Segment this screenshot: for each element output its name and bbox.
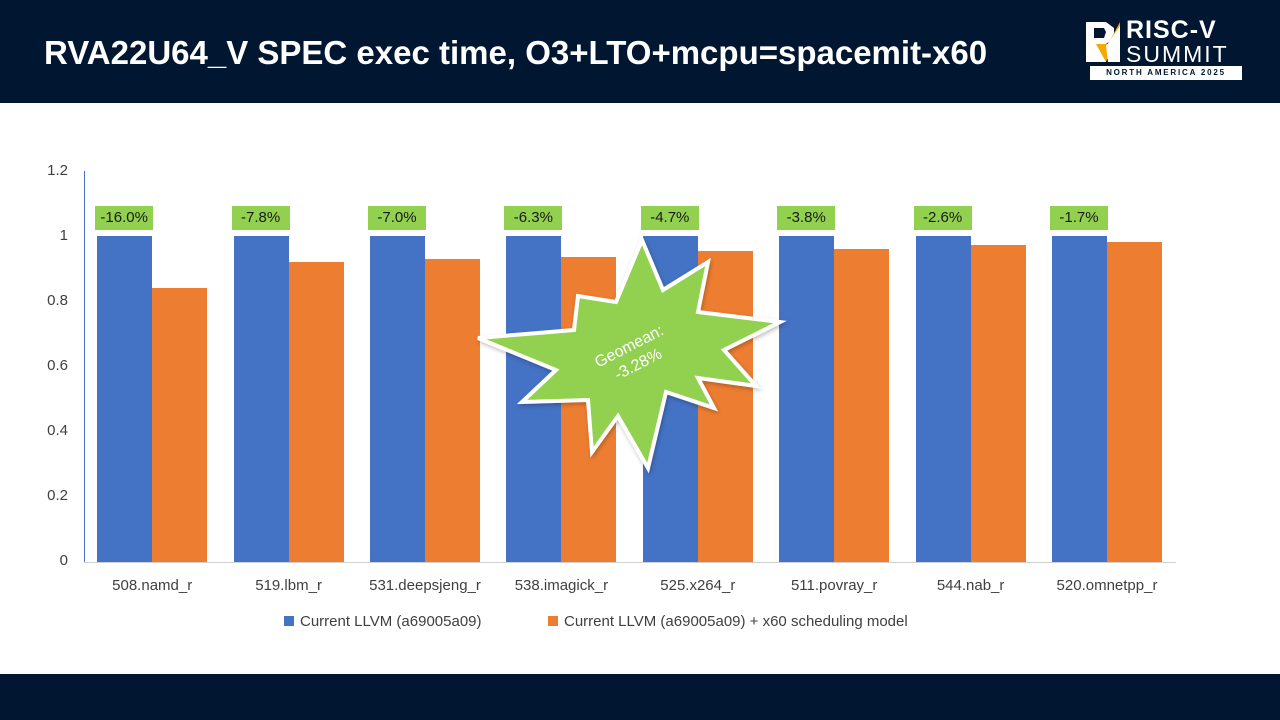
ytick-label: 0 xyxy=(59,552,68,569)
x-axis-category-label: 538.imagick_r xyxy=(514,577,609,594)
ytick-label: 0.2 xyxy=(47,487,68,504)
legend-label: Current LLVM (a69005a09) xyxy=(300,612,482,630)
x-axis-category-label: 511.povray_r xyxy=(790,577,878,594)
x-axis-category-label: 520.omnetpp_r xyxy=(1056,577,1158,594)
data-label-badge: -4.7% xyxy=(640,206,699,231)
bar-series2 xyxy=(288,261,344,562)
x-axis-category-label: 525.x264_r xyxy=(660,577,736,594)
legend-item-series2: Current LLVM (a69005a09) + x60 schedulin… xyxy=(548,610,908,632)
slide-header: RVA22U64_V SPEC exec time, O3+LTO+mcpu=s… xyxy=(0,0,1280,103)
bar-series1 xyxy=(1052,236,1107,562)
y-axis-line xyxy=(84,171,85,562)
bar-series1 xyxy=(233,236,289,562)
logo-text-summit: SUMMIT xyxy=(1126,41,1229,67)
ytick-label: 1 xyxy=(59,227,68,244)
bar-series2 xyxy=(834,248,890,562)
bar-series2 xyxy=(1107,241,1162,562)
data-label-badge: -6.3% xyxy=(504,206,563,231)
x-axis-line xyxy=(84,562,1176,563)
x-axis-category-label: 519.lbm_r xyxy=(255,577,322,594)
ytick-label: 0.8 xyxy=(47,292,68,309)
chart-legend: Current LLVM (a69005a09) Current LLVM (a… xyxy=(0,610,1280,632)
logo-text-riscv: RISC-V xyxy=(1126,16,1217,44)
legend-item-series1: Current LLVM (a69005a09) xyxy=(284,610,482,632)
bar-series1 xyxy=(370,236,425,562)
ytick-label: 0.4 xyxy=(47,422,68,439)
risc-v-summit-logo: RISC-V SUMMIT NORTH AMERICA 2025 xyxy=(1086,16,1246,82)
logo-band-text: NORTH AMERICA 2025 xyxy=(1090,66,1242,80)
x-axis-category-label: 531.deepsjeng_r xyxy=(369,577,481,594)
x-axis-category-label: 544.nab_r xyxy=(936,577,1005,594)
ytick-label: 1.2 xyxy=(47,162,68,179)
legend-swatch-orange-icon xyxy=(548,616,558,626)
data-label-badge: -1.7% xyxy=(1050,206,1108,231)
bar-series2 xyxy=(152,288,208,562)
ytick-label: 0.6 xyxy=(47,357,68,374)
data-label-badge: -2.6% xyxy=(913,206,972,231)
data-label-badge: -7.0% xyxy=(368,206,426,231)
bar-series1 xyxy=(97,236,153,562)
geomean-starburst-callout: Geomean: -3.28% xyxy=(477,234,787,474)
data-label-badge: -7.8% xyxy=(231,206,290,231)
risc-v-logo-icon xyxy=(1086,22,1120,62)
x-axis-category-label: 508.namd_r xyxy=(112,577,193,594)
legend-label: Current LLVM (a69005a09) + x60 schedulin… xyxy=(564,612,908,630)
legend-swatch-blue-icon xyxy=(284,616,294,626)
bar-series1 xyxy=(915,236,971,562)
bar-series1 xyxy=(779,236,835,562)
slide-title: RVA22U64_V SPEC exec time, O3+LTO+mcpu=s… xyxy=(44,34,988,71)
bar-series2 xyxy=(970,244,1026,562)
data-label-badge: -16.0% xyxy=(95,206,154,231)
slide-footer xyxy=(0,674,1280,720)
bar-series2 xyxy=(425,258,480,562)
data-label-badge: -3.8% xyxy=(777,206,836,231)
